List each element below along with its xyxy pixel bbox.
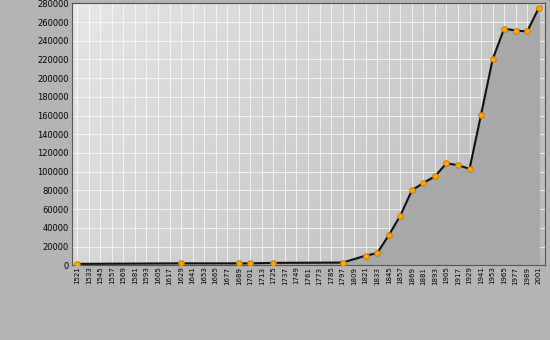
Point (535, 5, 543, 11)
Point (246, 260, 255, 266)
Point (523, 29, 532, 34)
Point (488, 57, 497, 62)
Point (512, 28, 520, 33)
Point (454, 163, 463, 168)
Point (408, 188, 416, 193)
Point (465, 166, 474, 172)
Point (338, 260, 347, 265)
Point (269, 260, 278, 266)
Point (177, 260, 185, 266)
Point (234, 260, 243, 266)
Point (361, 253, 370, 258)
Point (431, 174, 439, 179)
Point (73, 261, 81, 267)
Point (384, 233, 393, 238)
Point (373, 250, 382, 256)
Point (419, 180, 428, 186)
Point (477, 112, 486, 117)
Point (500, 26, 509, 31)
Point (442, 160, 451, 166)
Point (396, 213, 405, 218)
